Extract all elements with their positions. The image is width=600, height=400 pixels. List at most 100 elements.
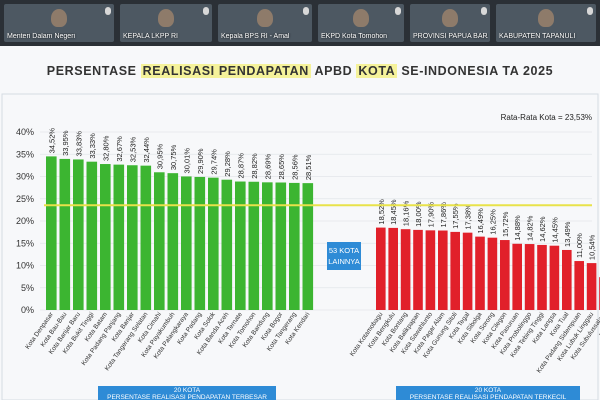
average-label: Rata-Rata Kota = 23,53% [501, 113, 592, 122]
chart-title: PERSENTASE REALISASI PENDAPATAN APBD KOT… [0, 64, 600, 78]
bottom-value-label: 16,25% [488, 209, 497, 235]
top-bar [167, 173, 179, 310]
participant-name: KEPALA LKPP RI [123, 33, 178, 40]
chart-title-part: KOTA [356, 64, 398, 78]
top-value-label: 32,80% [101, 135, 110, 161]
bottom-bar [438, 230, 448, 310]
video-tile[interactable]: KEPALA LKPP RI [120, 4, 212, 42]
bottom-bar [524, 244, 535, 310]
bottom-value-label: 17,55% [451, 203, 460, 229]
bottom-value-label: 14,88% [513, 215, 522, 241]
top-bar [113, 164, 125, 310]
top-value-label: 34,52% [47, 128, 56, 154]
video-tile[interactable]: EKPD Kota Tomohon [318, 4, 404, 42]
top-value-label: 33,33% [88, 133, 97, 159]
chart-title-part: SE-INDONESIA TA 2025 [397, 64, 554, 78]
video-tile[interactable]: PROVINSI PAPUA BARAT [410, 4, 490, 42]
top-bar [86, 161, 98, 310]
bar-chart: 0%5%10%15%20%25%30%35%40% 34,52%Kota Denp… [1, 93, 600, 400]
chart-title-part: PERSENTASE [46, 64, 141, 78]
shared-screen: PERSENTASE REALISASI PENDAPATAN APBD KOT… [0, 46, 600, 400]
top-bar [127, 165, 138, 310]
top-bar [46, 156, 57, 310]
top-bar [289, 182, 300, 310]
chart-title-part: REALISASI PENDAPATAN [140, 64, 311, 78]
top-value-label: 30,01% [182, 148, 191, 174]
video-participant-strip: Menteri Dalam Negeri KEPALA LKPP RI Kepala… [0, 0, 600, 46]
chart-title-part: APBD [310, 64, 357, 78]
top-bar [140, 165, 152, 310]
bottom-value-label: 17,86% [439, 202, 448, 228]
top-bar [181, 176, 192, 310]
top-value-label: 28,87% [236, 153, 245, 179]
bottom-bar [574, 261, 584, 310]
top-bar [59, 158, 71, 310]
participant-name: EKPD Kota Tomohon [321, 33, 388, 40]
bottom-value-label: 18,52% [377, 199, 386, 225]
top-bar [275, 182, 287, 310]
bottom-value-label: 18,00% [414, 201, 423, 227]
y-tick-label: 5% [21, 283, 34, 293]
top-bar [262, 182, 273, 310]
mic-icon [303, 7, 309, 15]
y-tick-label: 30% [16, 172, 34, 182]
y-tick-label: 0% [21, 305, 34, 315]
mic-icon [203, 7, 209, 15]
bottom-bar [450, 231, 460, 310]
top-value-label: 30,75% [169, 144, 178, 170]
bottom-bar [549, 245, 560, 310]
participant-avatar [353, 9, 369, 27]
top-bar [221, 179, 233, 310]
top-value-label: 28,65% [277, 154, 286, 180]
participant-avatar [158, 9, 174, 27]
top-value-label: 32,44% [142, 137, 151, 163]
bottom-bar [537, 244, 547, 310]
bottom-bar [475, 236, 485, 310]
bottom-value-label: 14,62% [538, 216, 547, 242]
top-footer-box [98, 386, 276, 400]
bottom-value-label: 11,00% [575, 233, 584, 258]
top-value-label: 28,69% [263, 154, 272, 180]
bottom-bar [500, 240, 510, 310]
middle-box [327, 242, 361, 270]
bottom-footer-box [396, 386, 580, 400]
mic-icon [395, 7, 401, 15]
participant-name: Kepala BPS RI - Amal [221, 33, 290, 40]
bottom-footer-label: 20 KOTA [475, 387, 502, 394]
bottom-value-label: 18,45% [389, 199, 398, 225]
top-value-label: 28,51% [304, 154, 313, 180]
bottom-bar [487, 237, 498, 310]
top-bar [154, 172, 165, 310]
bottom-value-label: 16,49% [476, 208, 485, 234]
top-bar [194, 176, 206, 310]
middle-box-label: LAINNYA [328, 257, 360, 266]
participant-avatar [442, 9, 458, 27]
participant-avatar [538, 9, 554, 27]
video-tile[interactable]: KABUPATEN TAPANULI [496, 4, 596, 42]
bottom-bar [376, 227, 386, 310]
bottom-value-label: 15,72% [501, 211, 510, 237]
bottom-bar [413, 229, 423, 310]
top-value-label: 28,56% [290, 154, 299, 180]
bottom-footer-label: PERSENTASE REALISASI PENDAPATAN TERKECIL [410, 394, 567, 400]
top-value-label: 29,28% [223, 151, 232, 177]
mic-icon [481, 7, 487, 15]
middle-box-label: 53 KOTA [329, 246, 359, 255]
top-bar [208, 177, 219, 310]
top-footer-label: PERSENTASE REALISASI PENDAPATAN TERBESAR [107, 394, 267, 400]
bottom-bar [462, 232, 473, 310]
top-bar [235, 181, 246, 310]
bottom-bar [512, 243, 522, 310]
bottom-value-label: 17,90% [426, 202, 435, 228]
bottom-value-label: 18,16% [402, 200, 411, 226]
bottom-bar [425, 230, 436, 310]
bottom-value-label: 14,45% [550, 217, 559, 243]
top-value-label: 32,53% [128, 136, 137, 162]
bottom-bar [562, 249, 572, 310]
video-tile[interactable]: Kepala BPS RI - Amal [218, 4, 312, 42]
bottom-value-label: 13,49% [563, 221, 572, 247]
top-footer-label: 20 KOTA [174, 387, 201, 394]
y-tick-label: 35% [16, 149, 34, 159]
y-tick-label: 10% [16, 261, 34, 271]
video-tile[interactable]: Menteri Dalam Negeri [4, 4, 114, 42]
